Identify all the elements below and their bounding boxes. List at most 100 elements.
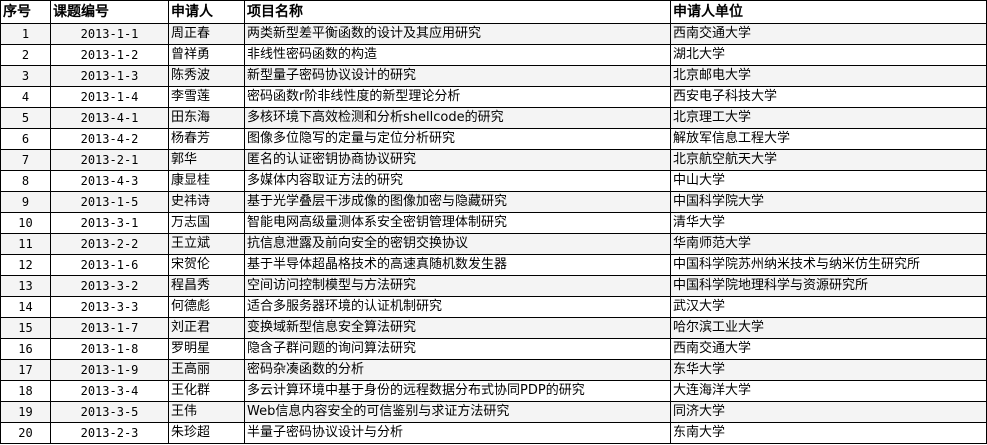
cell-project-code: 2013-3-1 bbox=[50, 212, 169, 234]
cell-project-code: 2013-1-6 bbox=[50, 254, 169, 276]
cell-applicant: 康显桂 bbox=[168, 170, 245, 192]
cell-applicant: 宋贺伦 bbox=[168, 254, 245, 276]
cell-index: 7 bbox=[0, 149, 51, 171]
cell-index: 14 bbox=[0, 296, 51, 318]
cell-project-code: 2013-1-1 bbox=[50, 23, 169, 45]
cell-project-code: 2013-3-5 bbox=[50, 401, 169, 423]
cell-project-name: 智能电网高级量测体系安全密钥管理体制研究 bbox=[244, 212, 671, 234]
cell-institution: 东华大学 bbox=[670, 359, 987, 381]
cell-index: 19 bbox=[0, 401, 51, 423]
cell-project-name: 基于光学叠层干涉成像的图像加密与隐藏研究 bbox=[244, 191, 671, 213]
cell-institution: 华南师范大学 bbox=[670, 233, 987, 255]
table-row: 17 2013-1-9 王高丽 密码杂凑函数的分析 东华大学 bbox=[0, 359, 987, 381]
table-row: 15 2013-1-7 刘正君 变换域新型信息安全算法研究 哈尔滨工业大学 bbox=[0, 317, 987, 339]
table-row: 19 2013-3-5 王伟 Web信息内容安全的可信鉴别与求证方法研究 同济大学 bbox=[0, 401, 987, 423]
header-row: 序号 课题编号 申请人 项目名称 申请人单位 bbox=[0, 0, 987, 24]
cell-project-code: 2013-3-3 bbox=[50, 296, 169, 318]
cell-project-name: 多核环境下高效检测和分析shellcode的研究 bbox=[244, 107, 671, 129]
cell-applicant: 陈秀波 bbox=[168, 65, 245, 87]
table-row: 10 2013-3-1 万志国 智能电网高级量测体系安全密钥管理体制研究 清华大学 bbox=[0, 212, 987, 234]
cell-project-name: Web信息内容安全的可信鉴别与求证方法研究 bbox=[244, 401, 671, 423]
cell-index: 4 bbox=[0, 86, 51, 108]
cell-applicant: 程昌秀 bbox=[168, 275, 245, 297]
cell-index: 20 bbox=[0, 422, 51, 444]
cell-project-code: 2013-1-3 bbox=[50, 65, 169, 87]
cell-index: 13 bbox=[0, 275, 51, 297]
cell-project-code: 2013-1-2 bbox=[50, 44, 169, 66]
table-row: 8 2013-4-3 康显桂 多媒体内容取证方法的研究 中山大学 bbox=[0, 170, 987, 192]
cell-institution: 中山大学 bbox=[670, 170, 987, 192]
cell-index: 5 bbox=[0, 107, 51, 129]
cell-applicant: 郭华 bbox=[168, 149, 245, 171]
cell-project-code: 2013-4-2 bbox=[50, 128, 169, 150]
cell-institution: 大连海洋大学 bbox=[670, 380, 987, 402]
table-row: 14 2013-3-3 何德彪 适合多服务器环境的认证机制研究 武汉大学 bbox=[0, 296, 987, 318]
cell-project-name: 图像多位隐写的定量与定位分析研究 bbox=[244, 128, 671, 150]
cell-project-name: 密码杂凑函数的分析 bbox=[244, 359, 671, 381]
cell-index: 8 bbox=[0, 170, 51, 192]
cell-project-name: 密码函数r阶非线性度的新型理论分析 bbox=[244, 86, 671, 108]
cell-index: 11 bbox=[0, 233, 51, 255]
header-project-name: 项目名称 bbox=[244, 0, 671, 24]
table-row: 4 2013-1-4 李雪莲 密码函数r阶非线性度的新型理论分析 西安电子科技大学 bbox=[0, 86, 987, 108]
cell-institution: 北京航空航天大学 bbox=[670, 149, 987, 171]
table-row: 16 2013-1-8 罗明星 隐含子群问题的询问算法研究 西南交通大学 bbox=[0, 338, 987, 360]
cell-project-code: 2013-1-4 bbox=[50, 86, 169, 108]
table-row: 5 2013-4-1 田东海 多核环境下高效检测和分析shellcode的研究 北京理工… bbox=[0, 107, 987, 129]
cell-project-code: 2013-1-9 bbox=[50, 359, 169, 381]
cell-institution: 湖北大学 bbox=[670, 44, 987, 66]
cell-index: 3 bbox=[0, 65, 51, 87]
cell-institution: 北京邮电大学 bbox=[670, 65, 987, 87]
cell-project-name: 多媒体内容取证方法的研究 bbox=[244, 170, 671, 192]
cell-applicant: 李雪莲 bbox=[168, 86, 245, 108]
cell-project-code: 2013-3-2 bbox=[50, 275, 169, 297]
cell-project-name: 空间访问控制模型与方法研究 bbox=[244, 275, 671, 297]
cell-index: 17 bbox=[0, 359, 51, 381]
table-row: 3 2013-1-3 陈秀波 新型量子密码协议设计的研究 北京邮电大学 bbox=[0, 65, 987, 87]
cell-project-code: 2013-2-1 bbox=[50, 149, 169, 171]
cell-applicant: 史祎诗 bbox=[168, 191, 245, 213]
cell-project-code: 2013-1-7 bbox=[50, 317, 169, 339]
cell-institution: 中国科学院地理科学与资源研究所 bbox=[670, 275, 987, 297]
cell-institution: 解放军信息工程大学 bbox=[670, 128, 987, 150]
table-row: 20 2013-2-3 朱珍超 半量子密码协议设计与分析 东南大学 bbox=[0, 422, 987, 444]
header-project-code: 课题编号 bbox=[50, 0, 169, 24]
cell-applicant: 曾祥勇 bbox=[168, 44, 245, 66]
cell-institution: 同济大学 bbox=[670, 401, 987, 423]
header-index: 序号 bbox=[0, 0, 51, 24]
cell-index: 12 bbox=[0, 254, 51, 276]
cell-institution: 东南大学 bbox=[670, 422, 987, 444]
cell-institution: 中国科学院大学 bbox=[670, 191, 987, 213]
cell-index: 6 bbox=[0, 128, 51, 150]
table-row: 2 2013-1-2 曾祥勇 非线性密码函数的构造 湖北大学 bbox=[0, 44, 987, 66]
cell-project-code: 2013-2-3 bbox=[50, 422, 169, 444]
cell-applicant: 杨春芳 bbox=[168, 128, 245, 150]
cell-index: 1 bbox=[0, 23, 51, 45]
cell-project-name: 非线性密码函数的构造 bbox=[244, 44, 671, 66]
cell-institution: 西安电子科技大学 bbox=[670, 86, 987, 108]
cell-index: 18 bbox=[0, 380, 51, 402]
cell-index: 15 bbox=[0, 317, 51, 339]
header-institution: 申请人单位 bbox=[670, 0, 987, 24]
cell-applicant: 王化群 bbox=[168, 380, 245, 402]
cell-institution: 武汉大学 bbox=[670, 296, 987, 318]
cell-project-name: 多云计算环境中基于身份的远程数据分布式协同PDP的研究 bbox=[244, 380, 671, 402]
cell-project-code: 2013-4-3 bbox=[50, 170, 169, 192]
cell-index: 9 bbox=[0, 191, 51, 213]
table-row: 6 2013-4-2 杨春芳 图像多位隐写的定量与定位分析研究 解放军信息工程大学 bbox=[0, 128, 987, 150]
cell-institution: 北京理工大学 bbox=[670, 107, 987, 129]
cell-project-name: 两类新型差平衡函数的设计及其应用研究 bbox=[244, 23, 671, 45]
cell-applicant: 王伟 bbox=[168, 401, 245, 423]
cell-institution: 清华大学 bbox=[670, 212, 987, 234]
cell-applicant: 朱珍超 bbox=[168, 422, 245, 444]
cell-institution: 哈尔滨工业大学 bbox=[670, 317, 987, 339]
cell-project-name: 匿名的认证密钥协商协议研究 bbox=[244, 149, 671, 171]
table-row: 13 2013-3-2 程昌秀 空间访问控制模型与方法研究 中国科学院地理科学与资源研究… bbox=[0, 275, 987, 297]
cell-project-name: 隐含子群问题的询问算法研究 bbox=[244, 338, 671, 360]
table-row: 12 2013-1-6 宋贺伦 基于半导体超晶格技术的高速真随机数发生器 中国科学院苏州… bbox=[0, 254, 987, 276]
cell-applicant: 周正春 bbox=[168, 23, 245, 45]
cell-project-name: 基于半导体超晶格技术的高速真随机数发生器 bbox=[244, 254, 671, 276]
cell-applicant: 王高丽 bbox=[168, 359, 245, 381]
cell-index: 10 bbox=[0, 212, 51, 234]
